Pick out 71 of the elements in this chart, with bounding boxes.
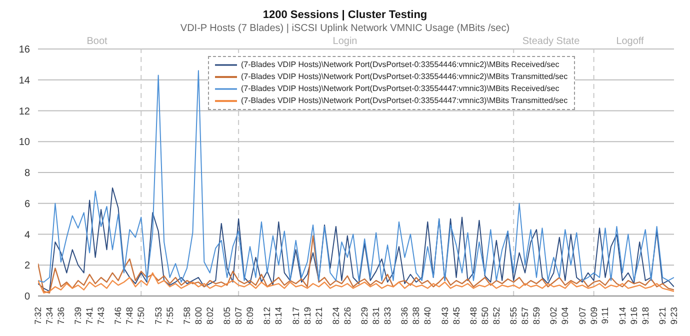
- text: Boot: [86, 36, 108, 47]
- x-tick-label: 7:46: [113, 307, 124, 325]
- chart-subtitle: VDI-P Hosts (7 Blades) | iSCSI Uplink Network VMNIC Usage (MBits /sec): [179, 22, 511, 35]
- y-tick-label: 6: [24, 198, 30, 210]
- x-tick-label: 8:24: [330, 307, 341, 325]
- legend-label: (7-Blades VDIP Hosts)\Network Port(DvsPortset-0:33554446:vmnic2)\MBits Received/sec: [240, 59, 560, 71]
- x-tick-label: 8:05: [222, 307, 232, 325]
- x-tick-label: 8:29: [360, 307, 370, 325]
- x-tick-label: 7:53: [153, 307, 164, 325]
- y-tick-label: 10: [18, 137, 30, 148]
- x-tick-label: 9:09: [588, 307, 599, 325]
- x-tick-label: 7:39: [73, 307, 84, 325]
- x-tick-label: 9:14: [617, 307, 628, 325]
- x-tick-label: 7:55: [164, 307, 175, 325]
- x-tick-label: 8:21: [314, 307, 324, 325]
- x-tick-label: 9:07: [577, 307, 588, 325]
- x-tick-label: 7:34: [44, 307, 54, 325]
- x-tick-label: 7:32: [33, 307, 43, 325]
- x-tick-label: 8:40: [422, 307, 433, 325]
- x-tick-label: 8:31: [371, 307, 382, 325]
- y-tick-label: 2: [24, 260, 30, 272]
- x-tick-label: 8:45: [451, 307, 462, 325]
- x-tick-label: 7:50: [136, 307, 146, 325]
- legend-label: (7-Blades VDIP Hosts)\Network Port(DvsPortset-0:33554447:vmnic3)\MBits Transmitted/sec: [240, 95, 568, 107]
- x-tick-label: 9:23: [669, 307, 679, 325]
- x-tick-label: 8:55: [508, 307, 519, 325]
- x-tick-label: 8:00: [193, 307, 204, 325]
- text: Login: [332, 36, 358, 47]
- text: Logoff: [616, 36, 644, 47]
- x-tick-label: 8:07: [234, 307, 244, 325]
- x-tick-label: 7:48: [124, 307, 135, 325]
- line-series: [38, 187, 674, 292]
- line-series: [38, 235, 674, 294]
- x-tick-label: 7:43: [96, 307, 106, 325]
- y-tick-label: 0: [24, 292, 30, 303]
- x-tick-label: 9:21: [658, 307, 668, 325]
- x-tick-label: 8:26: [342, 307, 352, 325]
- x-tick-label: 8:52: [491, 307, 502, 325]
- x-tick-label: 8:19: [302, 307, 312, 325]
- legend-label: (7-Blades VDIP Hosts)\Network Port(DvsPortset-0:33554446:vmnic2)\MBits Transmitted/sec: [240, 71, 568, 83]
- x-tick-label: 8:14: [274, 307, 284, 325]
- y-tick-label: 16: [18, 44, 30, 56]
- x-tick-label: 9:04: [560, 307, 570, 325]
- chart-title: 1200 Sessions | Cluster Testing: [262, 8, 428, 22]
- x-tick-label: 7:36: [56, 307, 66, 325]
- x-tick-label: 8:09: [245, 307, 256, 325]
- x-tick-label: 8:17: [290, 307, 301, 325]
- x-tick-label: 8:59: [531, 307, 542, 325]
- x-tick-label: 7:41: [84, 307, 95, 325]
- x-tick-label: 9:02: [548, 307, 559, 325]
- y-tick-label: 4: [24, 230, 30, 241]
- x-tick-label: 9:16: [628, 307, 639, 325]
- y-tick-label: 14: [18, 75, 30, 86]
- x-tick-label: 8:02: [204, 307, 215, 325]
- y-tick-label: 8: [24, 168, 30, 180]
- x-tick-label: 9:11: [600, 307, 610, 324]
- x-tick-label: 8:57: [520, 307, 530, 325]
- legend-label: (7-Blades VDIP Hosts)\Network Port(DvsPortset-0:33554447:vmnic3)\MBits Received/sec: [240, 83, 560, 95]
- line-series: [38, 272, 674, 294]
- x-tick-label: 9:18: [640, 307, 650, 325]
- y-tick-label: 12: [18, 106, 30, 118]
- x-tick-label: 7:58: [182, 307, 192, 325]
- x-tick-label: 8:33: [382, 307, 393, 325]
- x-tick-label: 8:50: [480, 307, 490, 325]
- x-tick-label: 8:48: [468, 307, 478, 325]
- x-tick-label: 8:43: [440, 307, 450, 325]
- text: Steady State: [522, 36, 580, 47]
- x-tick-label: 8:12: [262, 307, 272, 325]
- x-tick-label: 8:38: [411, 307, 422, 325]
- x-tick-label: 8:36: [400, 307, 410, 325]
- line-series: [38, 70, 674, 283]
